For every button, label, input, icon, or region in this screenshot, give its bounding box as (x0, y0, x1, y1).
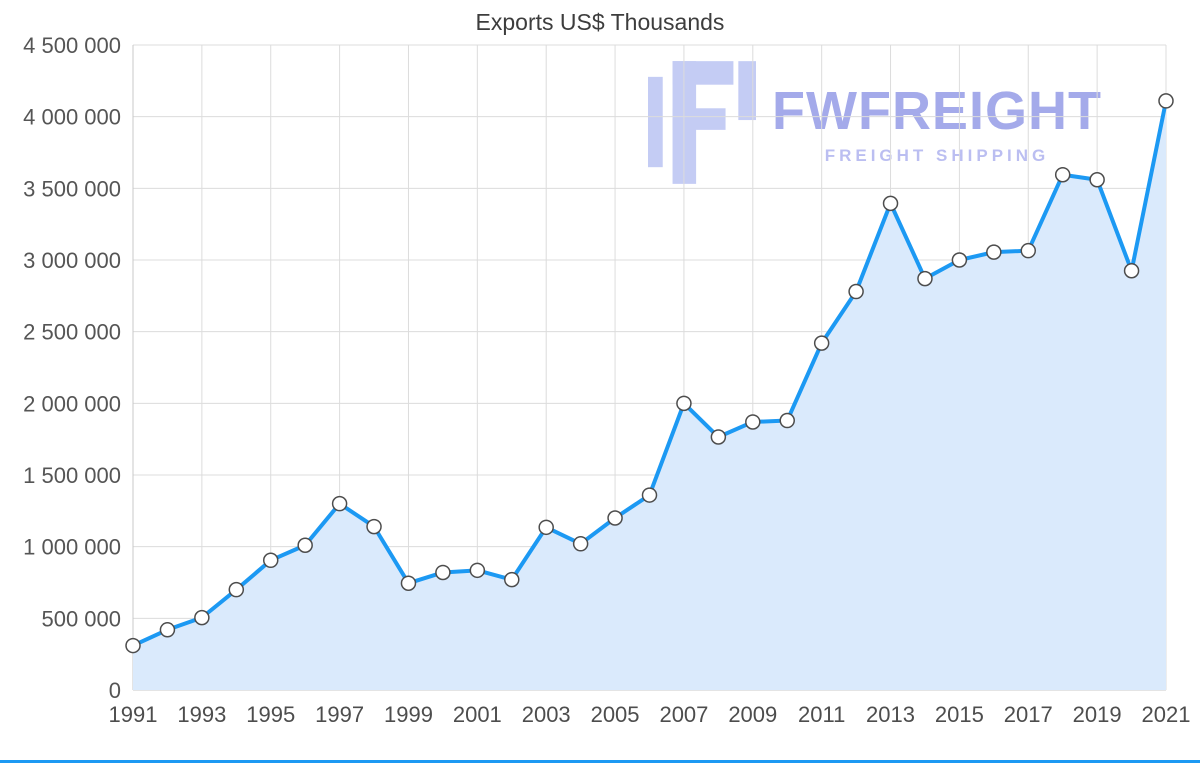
svg-text:4 000 000: 4 000 000 (23, 105, 121, 130)
svg-text:4 500 000: 4 500 000 (23, 33, 121, 58)
svg-text:2 500 000: 2 500 000 (23, 320, 121, 345)
svg-text:500 000: 500 000 (41, 606, 121, 631)
svg-text:3 000 000: 3 000 000 (23, 248, 121, 273)
svg-text:2015: 2015 (935, 702, 984, 727)
svg-text:2007: 2007 (659, 702, 708, 727)
svg-text:1997: 1997 (315, 702, 364, 727)
fwfreight-logo-text: FWFREIGHT FREIGHT SHIPPING (772, 60, 1102, 166)
svg-text:3 500 000: 3 500 000 (23, 176, 121, 201)
svg-text:2013: 2013 (866, 702, 915, 727)
svg-text:2021: 2021 (1142, 702, 1191, 727)
fwfreight-watermark: FWFREIGHT FREIGHT SHIPPING (648, 60, 1102, 186)
svg-text:2005: 2005 (591, 702, 640, 727)
svg-text:1993: 1993 (177, 702, 226, 727)
watermark-brand: FWFREIGHT (772, 81, 1102, 141)
chart-title: Exports US$ Thousands (475, 9, 725, 35)
svg-text:1991: 1991 (109, 702, 158, 727)
svg-text:2019: 2019 (1073, 702, 1122, 727)
svg-text:2011: 2011 (798, 702, 845, 727)
svg-text:1 500 000: 1 500 000 (23, 463, 121, 488)
svg-text:0: 0 (109, 678, 121, 703)
watermark-tagline: FREIGHT SHIPPING (824, 146, 1050, 165)
svg-text:2009: 2009 (728, 702, 777, 727)
svg-text:2001: 2001 (453, 702, 502, 727)
svg-text:1999: 1999 (384, 702, 433, 727)
bottom-accent-bar (0, 760, 1200, 763)
svg-text:2017: 2017 (1004, 702, 1053, 727)
svg-text:1995: 1995 (246, 702, 295, 727)
svg-text:1 000 000: 1 000 000 (23, 535, 121, 560)
svg-text:2003: 2003 (522, 702, 571, 727)
svg-text:2 000 000: 2 000 000 (23, 391, 121, 416)
